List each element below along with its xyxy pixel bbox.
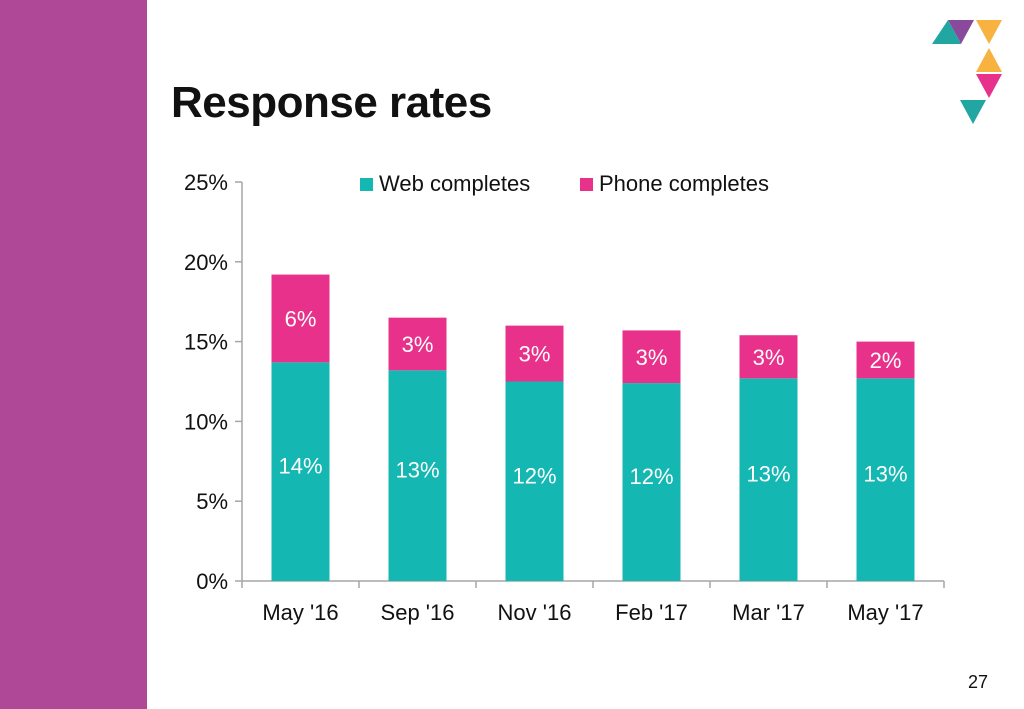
data-label-web: 13% <box>863 462 907 487</box>
x-tick-label: Sep '16 <box>381 600 455 625</box>
bar-web-completes <box>388 370 447 581</box>
y-axis: 0% 5% 10% 15% 20% 25% <box>184 170 243 594</box>
data-label-web: 14% <box>278 454 322 479</box>
data-label-phone: 3% <box>636 345 668 370</box>
x-tick-label: May '16 <box>262 600 338 625</box>
logo-purple-triangle <box>948 20 974 44</box>
stacked-bar-chart: 0% 5% 10% 15% 20% 25% May '16 Sep '16 Nov '16 Fe… <box>184 170 945 625</box>
y-tick-label: 15% <box>184 330 228 355</box>
bars: 14% 6% 13% 3% 12% 3% 12% 3% 13% 3% 13% 2% <box>271 274 915 581</box>
legend: Web completes Phone completes <box>360 171 769 196</box>
logo-teal-triangle <box>932 20 961 44</box>
data-label-web: 13% <box>395 458 439 483</box>
y-tick-label: 5% <box>196 489 228 514</box>
legend-swatch-web <box>360 178 373 191</box>
bar-phone-completes <box>739 335 798 379</box>
bar-web-completes <box>856 378 915 581</box>
x-tick-label: Nov '16 <box>498 600 572 625</box>
bar-phone-completes <box>388 317 447 371</box>
logo-teal-triangle-bottom <box>960 100 986 124</box>
bar-web-completes <box>622 383 681 581</box>
triangle-mosaic-logo-icon <box>932 20 1002 124</box>
data-label-web: 12% <box>512 463 556 488</box>
logo-orange-triangle-mid <box>976 48 1002 72</box>
legend-label-web: Web completes <box>379 171 530 196</box>
logo-pink-triangle <box>976 74 1002 98</box>
data-label-phone: 2% <box>870 348 902 373</box>
bar-phone-completes <box>271 274 330 363</box>
x-tick-label: Feb '17 <box>615 600 688 625</box>
legend-swatch-phone <box>580 178 593 191</box>
sidebar-band <box>0 0 147 709</box>
page-number: 27 <box>968 672 989 692</box>
logo-orange-triangle-top <box>976 20 1002 44</box>
x-tick-label: May '17 <box>847 600 923 625</box>
data-label-phone: 3% <box>402 332 434 357</box>
data-label-web: 13% <box>746 462 790 487</box>
bar-web-completes <box>271 362 330 581</box>
data-label-phone: 6% <box>285 306 317 331</box>
data-label-phone: 3% <box>753 345 785 370</box>
y-tick-label: 10% <box>184 409 228 434</box>
x-axis: May '16 Sep '16 Nov '16 Feb '17 Mar '17 May '… <box>241 580 945 625</box>
bar-web-completes <box>739 378 798 581</box>
bar-phone-completes <box>505 325 564 382</box>
y-tick-label: 25% <box>184 170 228 195</box>
y-tick-label: 0% <box>196 569 228 594</box>
x-tick-label: Mar '17 <box>732 600 805 625</box>
y-tick-label: 20% <box>184 250 228 275</box>
legend-label-phone: Phone completes <box>599 171 769 196</box>
data-label-phone: 3% <box>519 342 551 367</box>
slide-title: Response rates <box>171 78 492 127</box>
bar-phone-completes <box>622 330 681 384</box>
data-label-web: 12% <box>629 464 673 489</box>
bar-phone-completes <box>856 341 915 379</box>
bar-web-completes <box>505 381 564 581</box>
